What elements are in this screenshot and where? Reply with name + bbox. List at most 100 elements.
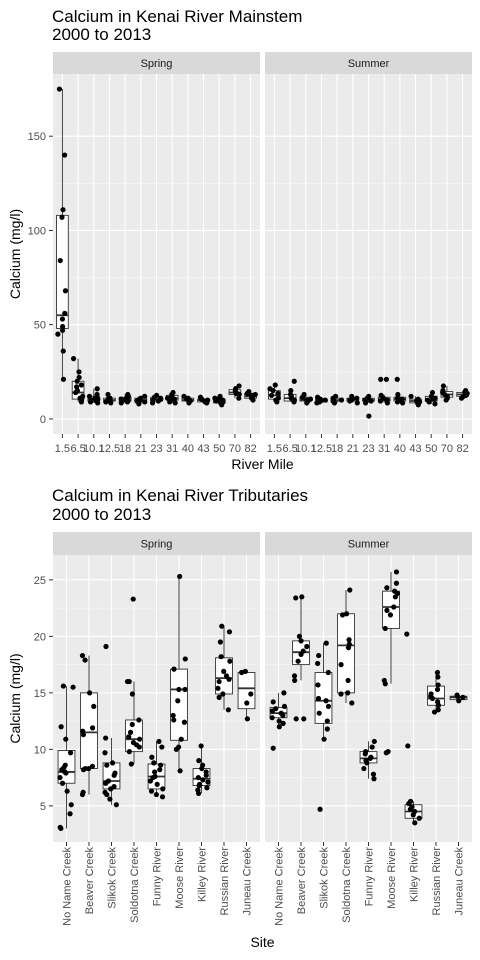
data-point [70, 684, 76, 690]
data-point [167, 399, 173, 405]
data-point [384, 585, 390, 591]
data-point [136, 717, 142, 723]
data-point [186, 400, 192, 406]
data-point [460, 694, 466, 700]
box-moose-river [382, 571, 400, 684]
data-point [182, 656, 188, 662]
data-point [89, 763, 96, 769]
data-point [78, 382, 84, 388]
data-point [89, 725, 96, 731]
facet-label-spring: Spring [141, 539, 173, 551]
data-point [296, 633, 303, 639]
data-point [171, 717, 177, 723]
data-point [347, 587, 353, 593]
data-point [281, 690, 287, 696]
data-point [160, 786, 166, 792]
x-tick-label: Juneau Creek [454, 847, 466, 916]
y-tick-label: 20 [34, 631, 46, 643]
data-point [196, 782, 202, 789]
data-point [435, 674, 441, 680]
data-point [151, 760, 157, 766]
y-tick-label: 50 [34, 320, 46, 332]
data-point [56, 86, 63, 92]
data-point [159, 744, 165, 750]
data-point [338, 691, 344, 697]
data-point [59, 214, 65, 220]
data-point [394, 399, 401, 405]
data-point [181, 719, 188, 725]
data-point [62, 310, 68, 316]
data-point [345, 690, 351, 696]
x-tick-label: Moose River [386, 847, 398, 909]
data-point [315, 660, 321, 667]
data-point [392, 594, 398, 600]
x-tick-label: 43 [409, 443, 421, 455]
y-tick-label: 10 [34, 744, 46, 756]
x-tick-label: Slikok Creek [107, 847, 119, 909]
data-point [364, 760, 370, 766]
x-tick-label: 12.5 [99, 443, 120, 455]
data-point [443, 397, 449, 403]
box-iqr [382, 590, 400, 629]
data-point [157, 767, 163, 773]
data-point [59, 780, 66, 786]
data-point [295, 658, 301, 664]
data-point [280, 720, 286, 726]
data-point [113, 802, 119, 808]
data-point [149, 754, 155, 760]
data-point [298, 651, 304, 658]
data-point [62, 152, 68, 158]
chart-1: Calcium in Kenai River Mainstem 2000 to … [7, 7, 472, 472]
data-point [345, 677, 351, 684]
x-tick-label: Soldotna Creek [129, 847, 141, 923]
facet-label-summer: Summer [348, 58, 390, 70]
data-point [195, 790, 202, 797]
facet-strip [53, 52, 260, 74]
data-point [220, 691, 226, 697]
data-point [107, 796, 113, 802]
x-tick-label: 18 [331, 443, 343, 455]
data-point [118, 400, 124, 406]
data-point [118, 396, 124, 402]
chart-2: Calcium in Kenai River Tributaries 2000 … [7, 486, 472, 950]
x-tick-label: 40 [182, 443, 194, 455]
data-point [178, 736, 184, 742]
y-axis-title: Calcium (mg/l) [7, 653, 23, 743]
chart-subtitle: 2000 to 2013 [52, 25, 151, 44]
data-point [58, 825, 64, 832]
data-point [416, 815, 422, 821]
data-point [129, 691, 135, 697]
data-point [215, 685, 221, 691]
data-point [103, 735, 109, 741]
data-point [76, 369, 82, 375]
x-tick-label: 18 [119, 443, 131, 455]
data-point [384, 400, 391, 406]
data-point [339, 612, 346, 618]
x-tick-label: 23 [150, 443, 162, 455]
data-point [440, 383, 447, 389]
data-point [62, 288, 69, 294]
data-point [293, 595, 299, 601]
data-point [393, 580, 400, 586]
data-point [324, 726, 330, 732]
data-point [198, 743, 204, 749]
data-point [299, 394, 306, 400]
data-point [147, 778, 154, 784]
data-point [244, 390, 250, 397]
x-tick-label: No Name Creek [274, 847, 286, 926]
data-point [399, 400, 406, 406]
y-tick-label: 150 [28, 131, 46, 143]
data-point [387, 612, 394, 618]
data-point [322, 397, 328, 403]
x-tick-label: Killey River [197, 847, 209, 902]
y-axis-title: Calcium (mg/l) [7, 209, 23, 299]
data-point [315, 682, 321, 688]
data-point [250, 397, 256, 403]
data-point [59, 316, 66, 322]
x-tick-label: Killey River [409, 847, 421, 902]
chart-title: Calcium in Kenai River Mainstem [52, 7, 302, 26]
data-point [435, 707, 441, 713]
data-point [314, 400, 320, 406]
data-point [68, 802, 74, 808]
data-point [216, 678, 222, 685]
